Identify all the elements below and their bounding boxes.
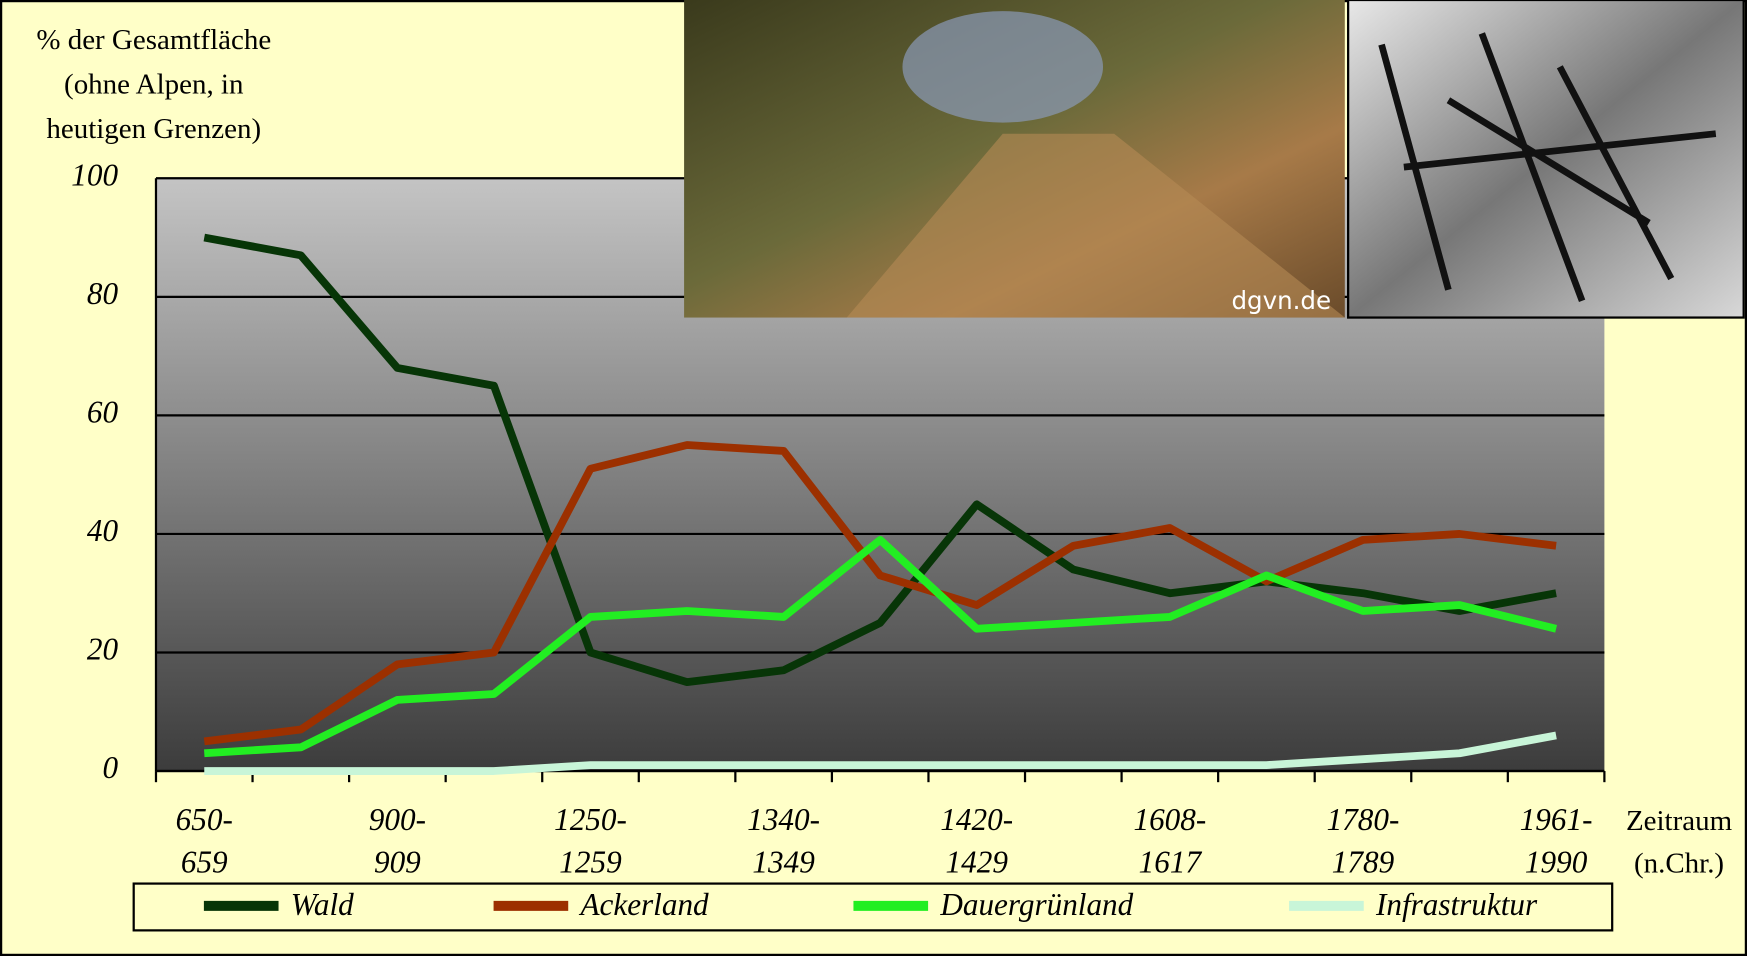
x-tick-label: 1420- 1429 — [910, 800, 1044, 885]
legend-label: Dauergrünland — [939, 887, 1133, 922]
y-tick-label: 40 — [87, 513, 119, 548]
y-tick-label: 20 — [87, 632, 119, 667]
x-tick-label: 650- 659 — [137, 800, 271, 885]
x-tick-label: 900- 909 — [331, 800, 465, 885]
legend-label: Infrastruktur — [1375, 887, 1538, 922]
legend-label: Ackerland — [578, 887, 709, 922]
chart-container: 0 20 40 60 80 100 dgvn.de Wald Ackerland Dauerg… — [0, 0, 1747, 956]
y-axis-title: % der Gesamtfläche (ohne Alpen, in heuti… — [20, 18, 287, 152]
y-tick-label: 100 — [71, 157, 118, 192]
x-axis-title: Zeitraum (n.Chr.) — [1609, 800, 1747, 885]
x-tick-label: 1780- 1789 — [1296, 800, 1430, 885]
y-tick-label: 80 — [87, 276, 119, 311]
legend-label: Wald — [291, 887, 354, 922]
y-tick-label: 0 — [103, 750, 119, 785]
x-tick-label: 1608- 1617 — [1103, 800, 1237, 885]
painting-sky — [902, 11, 1103, 122]
image-credit: dgvn.de — [1232, 286, 1332, 315]
page: 0 20 40 60 80 100 dgvn.de Wald Ackerland Dauerg… — [0, 0, 1747, 956]
x-tick-label: 1250- 1259 — [524, 800, 658, 885]
x-tick-label: 1340- 1349 — [717, 800, 851, 885]
y-tick-label: 60 — [87, 395, 119, 430]
x-tick-label: 1961- 1990 — [1489, 800, 1623, 885]
